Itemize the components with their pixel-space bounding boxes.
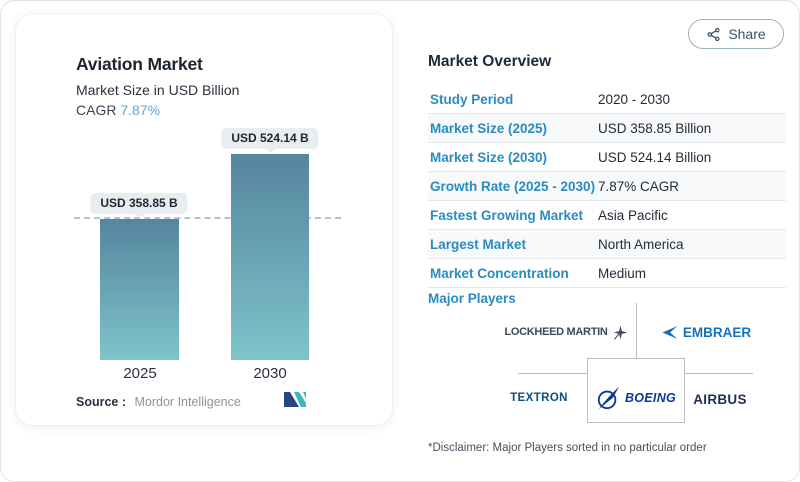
embraer-logo-text: EMBRAER [682,324,752,340]
table-row: Study Period 2020 - 2030 [428,85,786,114]
row-label: Market Size (2030) [430,149,548,165]
cagr-value: 7.87% [120,102,161,118]
source-value: Mordor Intelligence [134,395,241,409]
row-value: Asia Pacific [598,207,668,223]
embraer-logo: EMBRAER [644,321,768,343]
table-row: Market Concentration Medium [428,259,786,288]
boeing-globe-icon [597,386,620,410]
textron-logo: TEXTRON [491,389,587,407]
source-line: Source : Mordor Intelligence [76,395,241,409]
source-label: Source : [76,395,127,409]
players-divider-vertical [636,303,637,358]
row-value: 2020 - 2030 [598,91,671,107]
bar-value-badge-2030: USD 524.14 B [221,128,319,149]
players-divider-right [685,373,753,374]
boeing-logo-text: BOEING [624,391,677,405]
airbus-logo: AIRBUS [672,390,768,408]
chart-subtitle: Market Size in USD Billion [76,82,240,98]
chart-card: Aviation Market Market Size in USD Billi… [15,13,393,426]
row-label: Fastest Growing Market [430,207,584,223]
overview-table: Study Period 2020 - 2030 Market Size (20… [428,85,786,288]
players-divider-left [518,373,587,374]
row-value: North America [598,236,684,252]
textron-logo-text: TEXTRON [510,392,568,404]
share-button[interactable]: Share [688,19,784,49]
row-value: USD 358.85 Billion [598,120,712,136]
reference-dashed-line [74,217,341,219]
bar-2025 [100,219,179,360]
embraer-bird-icon [662,325,678,339]
airbus-logo-text: AIRBUS [693,391,747,407]
row-label: Largest Market [430,236,527,252]
row-label: Market Concentration [430,265,569,281]
share-icon [707,27,720,41]
row-label: Growth Rate (2025 - 2030) [430,178,596,194]
mordor-intelligence-logo [284,392,306,407]
chart-title: Aviation Market [76,54,203,74]
lockheed-martin-logo: LOCKHEED MARTIN [496,321,636,343]
bar-value-badge-2025: USD 358.85 B [90,193,188,214]
players-disclaimer: *Disclaimer: Major Players sorted in no … [428,442,707,454]
cagr-label: CAGR [76,102,117,118]
lockheed-martin-logo-text: LOCKHEED MARTIN [504,326,608,338]
row-label: Study Period [430,91,514,107]
lockheed-star-icon [613,325,627,340]
row-value: USD 524.14 Billion [598,149,712,165]
row-label: Market Size (2025) [430,120,548,136]
bar-2030 [231,154,309,360]
table-row: Fastest Growing Market Asia Pacific [428,201,786,230]
major-players-label: Major Players [428,291,516,306]
row-value: 7.87% CAGR [598,178,680,194]
table-row: Market Size (2025) USD 358.85 Billion [428,114,786,143]
overview-title: Market Overview [428,53,552,70]
row-value: Medium [598,265,647,281]
table-row: Largest Market North America [428,230,786,259]
table-row: Market Size (2030) USD 524.14 Billion [428,143,786,172]
boeing-logo: BOEING [589,381,683,415]
table-row: Growth Rate (2025 - 2030) 7.87% CAGR [428,172,786,201]
boeing-logo-box [587,358,685,423]
chart-cagr: CAGR 7.87% [76,102,160,118]
x-axis-label-2030: 2030 [253,365,287,382]
share-button-label: Share [728,26,766,42]
x-axis-label-2025: 2025 [123,365,157,382]
